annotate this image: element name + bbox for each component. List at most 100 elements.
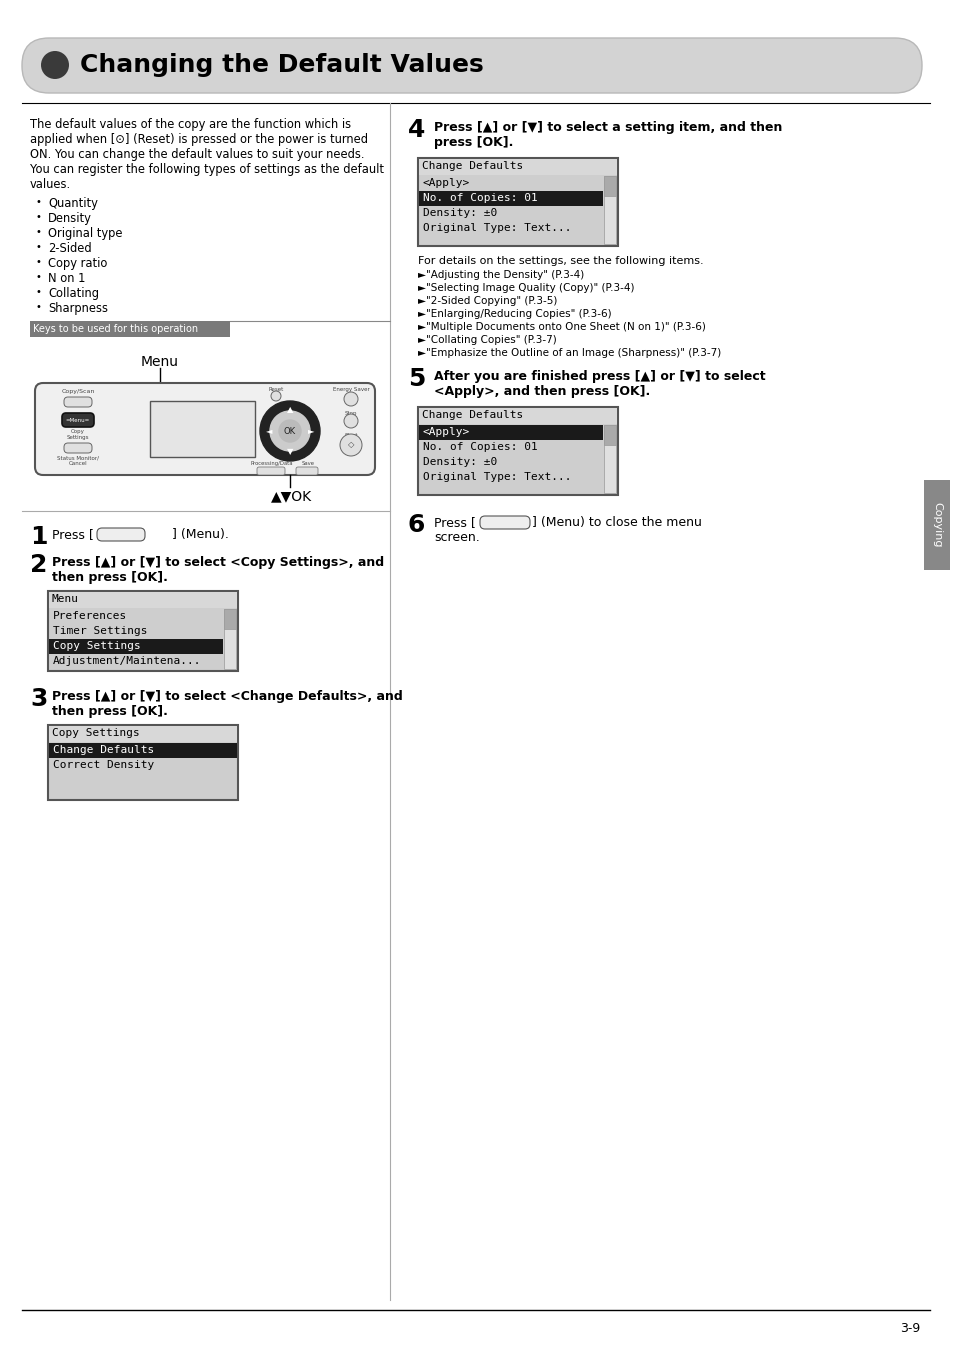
FancyBboxPatch shape — [256, 467, 285, 475]
Bar — [49, 593, 236, 608]
FancyBboxPatch shape — [64, 443, 91, 454]
Text: OK: OK — [284, 427, 295, 436]
Bar — [49, 639, 223, 653]
Circle shape — [260, 401, 319, 460]
FancyBboxPatch shape — [295, 467, 317, 475]
Text: press [OK].: press [OK]. — [434, 136, 513, 148]
Text: Copying: Copying — [931, 502, 941, 548]
FancyBboxPatch shape — [35, 383, 375, 475]
Text: Correct Density: Correct Density — [53, 760, 154, 770]
Text: Changing the Default Values: Changing the Default Values — [80, 53, 483, 77]
Text: =Menu=: =Menu= — [66, 417, 90, 423]
Text: 5: 5 — [408, 367, 425, 392]
Text: 2-Sided: 2-Sided — [48, 242, 91, 255]
Text: Press [: Press [ — [434, 516, 476, 529]
Text: N on 1: N on 1 — [48, 271, 85, 285]
Text: ▲: ▲ — [287, 405, 293, 414]
Text: •: • — [36, 288, 42, 297]
Text: •: • — [36, 242, 42, 252]
Text: applied when [⊙] (Reset) is pressed or the power is turned: applied when [⊙] (Reset) is pressed or t… — [30, 134, 368, 146]
Text: 3-9: 3-9 — [899, 1322, 919, 1335]
FancyBboxPatch shape — [62, 413, 94, 427]
FancyBboxPatch shape — [22, 38, 921, 93]
Bar — [224, 609, 235, 629]
Text: Press [▲] or [▼] to select <Change Defaults>, and: Press [▲] or [▼] to select <Change Defau… — [52, 690, 402, 703]
Text: <Apply>: <Apply> — [422, 427, 470, 437]
Text: screen.: screen. — [434, 531, 479, 544]
Text: Original Type: Text...: Original Type: Text... — [422, 223, 571, 234]
Text: Copy: Copy — [71, 429, 85, 433]
Bar — [49, 726, 236, 743]
Text: Timer Settings: Timer Settings — [53, 626, 148, 636]
Text: Preferences: Preferences — [53, 612, 127, 621]
Text: Collating: Collating — [48, 288, 99, 300]
Text: Press [▲] or [▼] to select a setting item, and then: Press [▲] or [▼] to select a setting ite… — [434, 122, 781, 134]
Bar — [418, 408, 617, 424]
Text: Original Type: Text...: Original Type: Text... — [422, 472, 571, 482]
Text: After you are finished press [▲] or [▼] to select: After you are finished press [▲] or [▼] … — [434, 370, 765, 383]
Text: For details on the settings, see the following items.: For details on the settings, see the fol… — [417, 256, 703, 266]
Text: No. of Copies: 01: No. of Copies: 01 — [422, 441, 537, 452]
Text: then press [OK].: then press [OK]. — [52, 571, 168, 585]
Text: ▲▼OK: ▲▼OK — [272, 489, 313, 504]
Circle shape — [271, 392, 281, 401]
Text: •: • — [36, 197, 42, 207]
Circle shape — [41, 51, 69, 80]
Bar — [224, 609, 235, 670]
Text: ►: ► — [308, 427, 314, 436]
Text: Menu: Menu — [141, 355, 179, 369]
Text: Copy ratio: Copy ratio — [48, 256, 108, 270]
Text: You can register the following types of settings as the default: You can register the following types of … — [30, 163, 384, 176]
Circle shape — [344, 414, 357, 428]
Text: Density: Density — [48, 212, 91, 225]
Text: 2: 2 — [30, 554, 48, 576]
Circle shape — [344, 392, 357, 406]
Text: Stop: Stop — [344, 410, 356, 416]
Text: Settings: Settings — [67, 435, 90, 440]
Text: ◇: ◇ — [348, 440, 354, 450]
Text: ►"Emphasize the Outline of an Image (Sharpness)" (P.3-7): ►"Emphasize the Outline of an Image (Sha… — [417, 348, 720, 358]
Text: <Apply>: <Apply> — [422, 178, 470, 188]
Text: The default values of the copy are the function which is: The default values of the copy are the f… — [30, 117, 351, 131]
Bar — [418, 190, 602, 207]
Bar — [923, 481, 949, 570]
Text: Energy Saver: Energy Saver — [333, 387, 369, 392]
Text: Reset: Reset — [268, 387, 283, 392]
Text: Density: ±0: Density: ±0 — [422, 208, 497, 217]
Bar — [30, 321, 230, 338]
Text: 3: 3 — [30, 687, 48, 711]
Text: Copy Settings: Copy Settings — [53, 641, 141, 651]
Text: ►"Enlarging/Reducing Copies" (P.3-6): ►"Enlarging/Reducing Copies" (P.3-6) — [417, 309, 611, 319]
Bar — [603, 425, 616, 446]
Text: 4: 4 — [408, 117, 425, 142]
Text: Save: Save — [301, 460, 314, 466]
Bar — [417, 406, 618, 495]
Text: •: • — [36, 271, 42, 282]
Bar — [603, 176, 616, 196]
Text: Status Monitor/: Status Monitor/ — [57, 455, 99, 460]
Bar — [418, 159, 617, 176]
Text: Quantity: Quantity — [48, 197, 98, 211]
Text: ►"Selecting Image Quality (Copy)" (P.3-4): ►"Selecting Image Quality (Copy)" (P.3-4… — [417, 284, 634, 293]
Text: Cancel: Cancel — [69, 460, 88, 466]
Bar — [48, 725, 237, 801]
Text: •: • — [36, 302, 42, 312]
FancyBboxPatch shape — [97, 528, 145, 541]
Text: Press [▲] or [▼] to select <Copy Settings>, and: Press [▲] or [▼] to select <Copy Setting… — [52, 556, 384, 568]
Text: •: • — [36, 256, 42, 267]
Circle shape — [270, 410, 310, 451]
Text: Processing/Data: Processing/Data — [251, 460, 293, 466]
Text: •: • — [36, 227, 42, 238]
Bar — [603, 425, 616, 493]
Text: Sharpness: Sharpness — [48, 302, 108, 315]
Bar — [48, 591, 237, 671]
Text: ►"Adjusting the Density" (P.3-4): ►"Adjusting the Density" (P.3-4) — [417, 270, 583, 279]
Bar — [417, 158, 618, 246]
Bar — [418, 425, 602, 440]
Text: <Apply>, and then press [OK].: <Apply>, and then press [OK]. — [434, 385, 650, 398]
Text: ] (Menu) to close the menu: ] (Menu) to close the menu — [532, 516, 701, 529]
Text: values.: values. — [30, 178, 71, 190]
Text: ] (Menu).: ] (Menu). — [172, 528, 229, 541]
Bar — [150, 401, 254, 458]
Text: Change Defaults: Change Defaults — [421, 161, 522, 171]
